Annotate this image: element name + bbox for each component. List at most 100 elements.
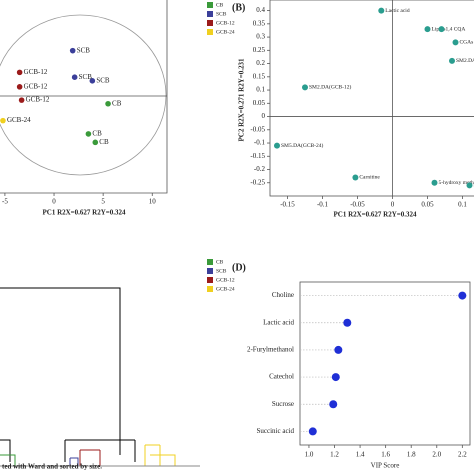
x-axis-label: VIP Score — [371, 462, 400, 470]
axis-frame — [269, 0, 474, 197]
legend-swatch — [207, 259, 213, 265]
point — [466, 182, 473, 189]
confidence-ellipse — [0, 14, 167, 176]
x-tick-label: 10 — [149, 198, 157, 206]
point — [431, 179, 438, 186]
x-tick-label: 1.4 — [356, 451, 365, 459]
point — [105, 100, 111, 107]
point-label: 5-hydroxy methylfurfural — [439, 179, 474, 186]
legend-label: SCB — [216, 11, 227, 17]
point-label: Lactic acid — [385, 8, 410, 14]
point — [69, 47, 76, 54]
legend-swatch — [207, 29, 213, 35]
point — [16, 69, 23, 76]
point — [274, 142, 280, 149]
y-tick-label: 0.2 — [256, 59, 265, 67]
point — [16, 84, 23, 90]
x-tick-label: 1.8 — [407, 451, 416, 459]
dot — [343, 318, 352, 327]
point — [452, 39, 459, 46]
panel-label: (D) — [232, 262, 246, 273]
x-tick-label: 5 — [101, 198, 105, 206]
dot — [329, 400, 338, 409]
x-axis-label: PC1 R2X=0.627 R2Y=0.324 — [333, 211, 417, 219]
legend-swatch — [207, 268, 213, 274]
x-tick-label: 0 — [391, 201, 395, 209]
point — [0, 117, 6, 124]
dot — [458, 291, 467, 300]
legend-swatch — [207, 11, 213, 17]
point-label: SCB — [79, 73, 93, 81]
point — [424, 26, 431, 33]
x-tick-label: -0.15 — [280, 201, 295, 209]
x-tick-label: 2.0 — [432, 451, 441, 459]
x-axis-label: PC1 R2X=0.627 R2Y=0.324 — [42, 209, 126, 217]
point-label: GCB-24 — [7, 116, 31, 124]
point — [302, 84, 308, 91]
axis-frame — [0, 0, 168, 194]
dot — [334, 345, 343, 354]
point-label: SM2.DA(SCB) — [456, 57, 474, 64]
category-label: Lactic acid — [263, 318, 294, 326]
point-label: CB — [112, 99, 122, 107]
y-tick-label: 0.25 — [253, 46, 266, 54]
legend-label: CB — [216, 259, 224, 265]
x-tick-label: 2.2 — [458, 451, 467, 459]
x-tick-label: -5 — [2, 198, 8, 206]
x-tick-label: -0.05 — [350, 201, 365, 209]
legend-swatch — [207, 2, 213, 8]
point-label: CB — [92, 130, 102, 138]
dendrogram — [0, 287, 200, 467]
y-tick-label: -0.1 — [254, 139, 266, 147]
category-label: Succinic acid — [256, 427, 294, 435]
point-label: SCB — [77, 46, 91, 54]
category-label: Catechol — [269, 373, 294, 381]
y-tick-label: 0.35 — [253, 19, 266, 27]
point-label: 1,4 CQA — [446, 26, 466, 32]
category-label: Sucrose — [272, 400, 294, 408]
category-label: 2-Furylmethanol — [247, 346, 294, 354]
legend-label: CB — [216, 2, 224, 8]
point-label: GCB-12 — [24, 82, 48, 90]
dot — [308, 427, 317, 436]
legend-label: GCB-24 — [216, 286, 235, 292]
y-axis-label: PC2 R2X=0.271 R2Y=0.231 — [238, 58, 246, 142]
legend-label: GCB-12 — [216, 277, 235, 283]
y-tick-label: 0.15 — [253, 72, 266, 80]
point — [89, 78, 96, 84]
point — [71, 74, 78, 80]
point-label: SM2.DA(GCB-12) — [309, 84, 351, 91]
point — [449, 57, 455, 64]
axis-frame — [299, 281, 471, 446]
x-tick-label: -0.1 — [317, 201, 329, 209]
dot — [331, 373, 340, 382]
point — [92, 139, 99, 146]
point-label: CB — [99, 138, 109, 146]
category-label: Choline — [272, 291, 294, 299]
point — [352, 174, 359, 181]
point — [378, 7, 385, 14]
legend-swatch — [207, 277, 213, 283]
legend-swatch — [207, 286, 213, 292]
panel-label: (B) — [232, 2, 245, 13]
x-tick-label: 1.0 — [305, 451, 314, 459]
x-tick-label: 0 — [52, 198, 56, 206]
point — [85, 131, 92, 137]
point-label: SCB — [96, 76, 110, 84]
point-label: GCB-12 — [26, 96, 50, 104]
legend-label: SCB — [216, 268, 227, 274]
y-tick-label: -0.15 — [250, 152, 265, 160]
y-tick-label: 0.1 — [256, 86, 265, 94]
legend-swatch — [207, 20, 213, 26]
y-tick-label: 0.3 — [256, 33, 265, 41]
x-tick-label: 0.1 — [458, 201, 467, 209]
point-label: GCB-12 — [24, 68, 48, 76]
caption: ted with Ward and sorted by size. — [2, 463, 102, 471]
y-tick-label: -0.05 — [250, 125, 265, 133]
x-tick-label: 1.6 — [381, 451, 390, 459]
point — [18, 97, 25, 103]
point-label: SM5.DA(GCB-24) — [281, 142, 323, 149]
y-tick-label: 0.05 — [253, 99, 266, 107]
legend-label: GCB-24 — [216, 29, 235, 35]
